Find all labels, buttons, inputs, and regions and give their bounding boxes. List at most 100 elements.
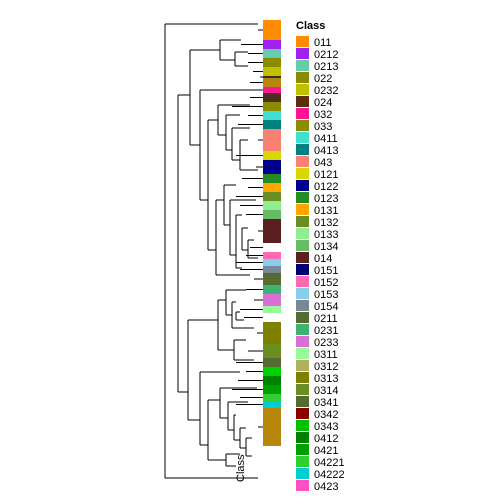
legend-swatch — [296, 96, 309, 107]
heatmap-cell — [263, 192, 281, 201]
legend-swatch — [296, 180, 309, 191]
legend-label: 0153 — [314, 289, 338, 301]
heatmap-cell — [263, 367, 281, 376]
legend-swatch — [296, 48, 309, 59]
legend-label: 033 — [314, 121, 332, 133]
heatmap-cell — [263, 183, 281, 192]
legend-swatch — [296, 336, 309, 347]
legend-label: 0313 — [314, 373, 338, 385]
legend-label: 0312 — [314, 361, 338, 373]
legend-swatch — [296, 396, 309, 407]
legend-swatch — [296, 216, 309, 227]
heatmap-cell — [263, 385, 281, 394]
legend-label: 0213 — [314, 61, 338, 73]
legend-swatch — [296, 300, 309, 311]
legend-label: 0151 — [314, 265, 338, 277]
legend-swatch — [296, 36, 309, 47]
legend-swatch — [296, 384, 309, 395]
legend-swatch — [296, 72, 309, 83]
heatmap-cell — [263, 151, 281, 160]
legend-label: 0131 — [314, 205, 338, 217]
legend-swatch — [296, 168, 309, 179]
heatmap-cell — [263, 243, 281, 252]
heatmap-cell — [263, 344, 281, 358]
dendrogram-chart: ClassClass011021202130220232024032033041… — [0, 0, 504, 504]
legend-swatch — [296, 228, 309, 239]
legend-swatch — [296, 132, 309, 143]
legend-label: 04222 — [314, 469, 345, 481]
legend-swatch — [296, 240, 309, 251]
legend-swatch — [296, 420, 309, 431]
legend-label: 022 — [314, 73, 332, 85]
legend-label: 0154 — [314, 301, 338, 313]
heatmap-cell — [263, 58, 281, 67]
heatmap-cell — [263, 313, 281, 322]
legend-swatch — [296, 468, 309, 479]
legend-label: 043 — [314, 157, 332, 169]
legend-label: 0233 — [314, 337, 338, 349]
heatmap-cell — [263, 358, 281, 367]
legend-label: 0212 — [314, 49, 338, 61]
legend-swatch — [296, 372, 309, 383]
heatmap-cell — [263, 67, 281, 76]
legend-swatch — [296, 144, 309, 155]
legend-label: 0314 — [314, 385, 338, 397]
legend-swatch — [296, 84, 309, 95]
legend-label: 0412 — [314, 433, 338, 445]
heatmap-cell — [263, 93, 281, 102]
legend-swatch — [296, 288, 309, 299]
legend-label: 0133 — [314, 229, 338, 241]
legend-label: 0123 — [314, 193, 338, 205]
legend-swatch — [296, 252, 309, 263]
heatmap-cell — [263, 40, 281, 49]
heatmap-cell — [263, 294, 281, 306]
heatmap-cell — [263, 49, 281, 58]
legend-swatch — [296, 432, 309, 443]
heatmap-cell — [263, 76, 281, 78]
legend-swatch — [296, 324, 309, 335]
legend-swatch — [296, 156, 309, 167]
legend-label: 0343 — [314, 421, 338, 433]
heatmap-cell — [263, 210, 281, 219]
heatmap-cell — [263, 266, 281, 273]
legend-label: 0152 — [314, 277, 338, 289]
axis-label: Class — [235, 454, 247, 482]
legend-label: 04221 — [314, 457, 345, 469]
legend-swatch — [296, 276, 309, 287]
legend-label: 0232 — [314, 85, 338, 97]
legend-label: 0211 — [314, 313, 338, 325]
legend-label: 0341 — [314, 397, 338, 409]
legend-swatch — [296, 192, 309, 203]
legend-label: 014 — [314, 253, 332, 265]
heatmap-cell — [263, 252, 281, 259]
heatmap-cell — [263, 394, 281, 401]
legend-label: 0311 — [314, 349, 338, 361]
legend-swatch — [296, 348, 309, 359]
legend-label: 0132 — [314, 217, 338, 229]
legend-swatch — [296, 480, 309, 491]
heatmap-cell — [263, 174, 281, 183]
heatmap-cell — [263, 201, 281, 210]
heatmap-cell — [263, 401, 281, 408]
legend-swatch — [296, 360, 309, 371]
heatmap-cell — [263, 102, 281, 111]
legend-label: 0121 — [314, 169, 338, 181]
heatmap-cell — [263, 78, 281, 87]
heatmap-cell — [263, 111, 281, 120]
legend-swatch — [296, 408, 309, 419]
heatmap-cell — [263, 273, 281, 285]
heatmap-cell — [263, 376, 281, 385]
legend-title: Class — [296, 20, 325, 32]
legend-label: 0413 — [314, 145, 338, 157]
heatmap-cell — [263, 408, 281, 446]
legend-swatch — [296, 312, 309, 323]
legend-swatch — [296, 264, 309, 275]
heatmap-cell — [263, 219, 281, 243]
legend-label: 0423 — [314, 481, 338, 493]
legend-swatch — [296, 60, 309, 71]
legend-swatch — [296, 456, 309, 467]
heatmap-cell — [263, 160, 281, 174]
heatmap-cell — [263, 129, 281, 151]
legend-label: 0134 — [314, 241, 338, 253]
legend-label: 032 — [314, 109, 332, 121]
